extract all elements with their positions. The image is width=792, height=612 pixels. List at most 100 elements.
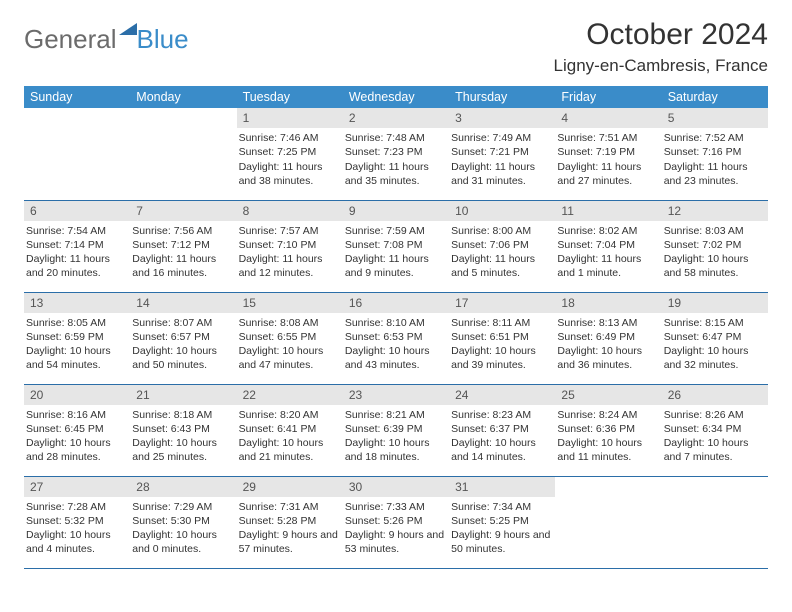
sunset-text: Sunset: 7:19 PM [557,145,657,159]
daylight-text: Daylight: 9 hours and 53 minutes. [345,528,445,556]
daylight-text: Daylight: 10 hours and 36 minutes. [557,344,657,372]
sunset-text: Sunset: 6:43 PM [132,422,232,436]
sunset-text: Sunset: 6:55 PM [239,330,339,344]
sunset-text: Sunset: 7:08 PM [345,238,445,252]
sunset-text: Sunset: 7:23 PM [345,145,445,159]
day-body: Sunrise: 7:51 AMSunset: 7:19 PMDaylight:… [555,128,661,192]
day-number: 9 [343,201,449,221]
logo-triangle-icon [119,23,137,35]
daylight-text: Daylight: 11 hours and 31 minutes. [451,160,551,188]
calendar-cell: 25Sunrise: 8:24 AMSunset: 6:36 PMDayligh… [555,384,661,476]
sunrise-text: Sunrise: 8:24 AM [557,408,657,422]
calendar-cell: 17Sunrise: 8:11 AMSunset: 6:51 PMDayligh… [449,292,555,384]
day-number: 28 [130,477,236,497]
daylight-text: Daylight: 10 hours and 21 minutes. [239,436,339,464]
calendar-cell: 7Sunrise: 7:56 AMSunset: 7:12 PMDaylight… [130,200,236,292]
calendar-cell: 18Sunrise: 8:13 AMSunset: 6:49 PMDayligh… [555,292,661,384]
calendar-cell: 24Sunrise: 8:23 AMSunset: 6:37 PMDayligh… [449,384,555,476]
sunrise-text: Sunrise: 7:34 AM [451,500,551,514]
sunrise-text: Sunrise: 8:21 AM [345,408,445,422]
day-header: Monday [130,86,236,108]
daylight-text: Daylight: 10 hours and 54 minutes. [26,344,126,372]
day-body: Sunrise: 8:03 AMSunset: 7:02 PMDaylight:… [662,221,768,285]
day-header: Tuesday [237,86,343,108]
sunrise-text: Sunrise: 7:46 AM [239,131,339,145]
daylight-text: Daylight: 10 hours and 43 minutes. [345,344,445,372]
day-body: Sunrise: 7:56 AMSunset: 7:12 PMDaylight:… [130,221,236,285]
day-number: 23 [343,385,449,405]
calendar-cell: 12Sunrise: 8:03 AMSunset: 7:02 PMDayligh… [662,200,768,292]
calendar-cell: 19Sunrise: 8:15 AMSunset: 6:47 PMDayligh… [662,292,768,384]
calendar-cell: 2Sunrise: 7:48 AMSunset: 7:23 PMDaylight… [343,108,449,200]
day-body: Sunrise: 7:54 AMSunset: 7:14 PMDaylight:… [24,221,130,285]
sunrise-text: Sunrise: 8:20 AM [239,408,339,422]
calendar-cell: 28Sunrise: 7:29 AMSunset: 5:30 PMDayligh… [130,476,236,568]
day-number: 5 [662,108,768,128]
sunrise-text: Sunrise: 7:29 AM [132,500,232,514]
sunset-text: Sunset: 7:02 PM [664,238,764,252]
calendar-cell: 29Sunrise: 7:31 AMSunset: 5:28 PMDayligh… [237,476,343,568]
calendar-cell: 1Sunrise: 7:46 AMSunset: 7:25 PMDaylight… [237,108,343,200]
daylight-text: Daylight: 10 hours and 11 minutes. [557,436,657,464]
sunset-text: Sunset: 7:04 PM [557,238,657,252]
calendar-cell [24,108,130,200]
day-body: Sunrise: 7:28 AMSunset: 5:32 PMDaylight:… [24,497,130,561]
calendar-cell: 11Sunrise: 8:02 AMSunset: 7:04 PMDayligh… [555,200,661,292]
brand-logo: General Blue [24,24,189,55]
day-body: Sunrise: 7:49 AMSunset: 7:21 PMDaylight:… [449,128,555,192]
daylight-text: Daylight: 10 hours and 25 minutes. [132,436,232,464]
day-body: Sunrise: 8:21 AMSunset: 6:39 PMDaylight:… [343,405,449,469]
sunset-text: Sunset: 7:14 PM [26,238,126,252]
day-body: Sunrise: 8:18 AMSunset: 6:43 PMDaylight:… [130,405,236,469]
day-number: 17 [449,293,555,313]
day-body: Sunrise: 7:52 AMSunset: 7:16 PMDaylight:… [662,128,768,192]
sunrise-text: Sunrise: 8:07 AM [132,316,232,330]
day-number: 24 [449,385,555,405]
calendar-cell: 10Sunrise: 8:00 AMSunset: 7:06 PMDayligh… [449,200,555,292]
day-body: Sunrise: 7:57 AMSunset: 7:10 PMDaylight:… [237,221,343,285]
day-number: 10 [449,201,555,221]
sunset-text: Sunset: 6:49 PM [557,330,657,344]
day-body: Sunrise: 8:26 AMSunset: 6:34 PMDaylight:… [662,405,768,469]
header: General Blue October 2024 Ligny-en-Cambr… [24,18,768,76]
day-number: 16 [343,293,449,313]
sunset-text: Sunset: 6:59 PM [26,330,126,344]
daylight-text: Daylight: 10 hours and 0 minutes. [132,528,232,556]
sunset-text: Sunset: 5:26 PM [345,514,445,528]
daylight-text: Daylight: 10 hours and 58 minutes. [664,252,764,280]
day-header: Saturday [662,86,768,108]
day-header: Wednesday [343,86,449,108]
sunrise-text: Sunrise: 7:28 AM [26,500,126,514]
daylight-text: Daylight: 11 hours and 1 minute. [557,252,657,280]
calendar-cell [555,476,661,568]
day-body: Sunrise: 8:07 AMSunset: 6:57 PMDaylight:… [130,313,236,377]
daylight-text: Daylight: 11 hours and 20 minutes. [26,252,126,280]
day-number: 27 [24,477,130,497]
calendar-row: 1Sunrise: 7:46 AMSunset: 7:25 PMDaylight… [24,108,768,200]
sunrise-text: Sunrise: 8:11 AM [451,316,551,330]
sunrise-text: Sunrise: 8:15 AM [664,316,764,330]
calendar-cell: 27Sunrise: 7:28 AMSunset: 5:32 PMDayligh… [24,476,130,568]
sunset-text: Sunset: 7:16 PM [664,145,764,159]
day-body: Sunrise: 8:02 AMSunset: 7:04 PMDaylight:… [555,221,661,285]
day-number: 12 [662,201,768,221]
calendar-cell: 22Sunrise: 8:20 AMSunset: 6:41 PMDayligh… [237,384,343,476]
sunrise-text: Sunrise: 7:57 AM [239,224,339,238]
sunset-text: Sunset: 6:34 PM [664,422,764,436]
sunrise-text: Sunrise: 7:59 AM [345,224,445,238]
calendar-row: 27Sunrise: 7:28 AMSunset: 5:32 PMDayligh… [24,476,768,568]
sunrise-text: Sunrise: 7:56 AM [132,224,232,238]
daylight-text: Daylight: 10 hours and 32 minutes. [664,344,764,372]
daylight-text: Daylight: 10 hours and 39 minutes. [451,344,551,372]
month-title: October 2024 [554,18,768,52]
calendar-header-row: SundayMondayTuesdayWednesdayThursdayFrid… [24,86,768,108]
calendar-cell: 5Sunrise: 7:52 AMSunset: 7:16 PMDaylight… [662,108,768,200]
day-body: Sunrise: 8:11 AMSunset: 6:51 PMDaylight:… [449,313,555,377]
sunrise-text: Sunrise: 8:23 AM [451,408,551,422]
sunset-text: Sunset: 7:21 PM [451,145,551,159]
brand-text-2: Blue [137,24,189,55]
daylight-text: Daylight: 11 hours and 9 minutes. [345,252,445,280]
daylight-text: Daylight: 11 hours and 5 minutes. [451,252,551,280]
sunrise-text: Sunrise: 7:52 AM [664,131,764,145]
day-body: Sunrise: 8:05 AMSunset: 6:59 PMDaylight:… [24,313,130,377]
